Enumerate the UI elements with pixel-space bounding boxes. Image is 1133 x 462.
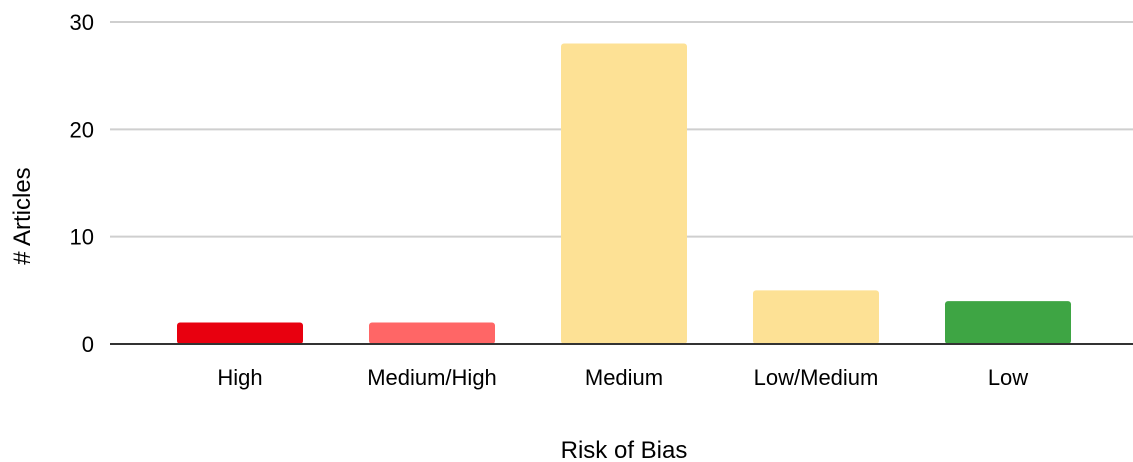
- bar-high: [177, 322, 303, 344]
- x-tick-label: Medium/High: [367, 365, 497, 390]
- bar-medium-high: [369, 322, 495, 344]
- y-tick-label: 10: [70, 225, 94, 250]
- y-tick-label: 20: [70, 117, 94, 142]
- bar-low: [945, 301, 1071, 344]
- x-axis-title: Risk of Bias: [561, 437, 688, 462]
- y-tick-labels: 0 10 20 30: [70, 10, 94, 357]
- bar-medium: [561, 43, 687, 344]
- x-tick-labels: High Medium/High Medium Low/Medium Low: [217, 365, 1028, 390]
- x-tick-label: High: [217, 365, 262, 390]
- bar-low-medium: [753, 290, 879, 344]
- x-tick-label: Medium: [585, 365, 663, 390]
- x-tick-label: Low: [988, 365, 1028, 390]
- y-tick-label: 0: [82, 332, 94, 357]
- x-tick-label: Low/Medium: [754, 365, 879, 390]
- bars: [110, 43, 1133, 345]
- y-tick-label: 30: [70, 10, 94, 35]
- y-axis-title: # Articles: [9, 167, 36, 264]
